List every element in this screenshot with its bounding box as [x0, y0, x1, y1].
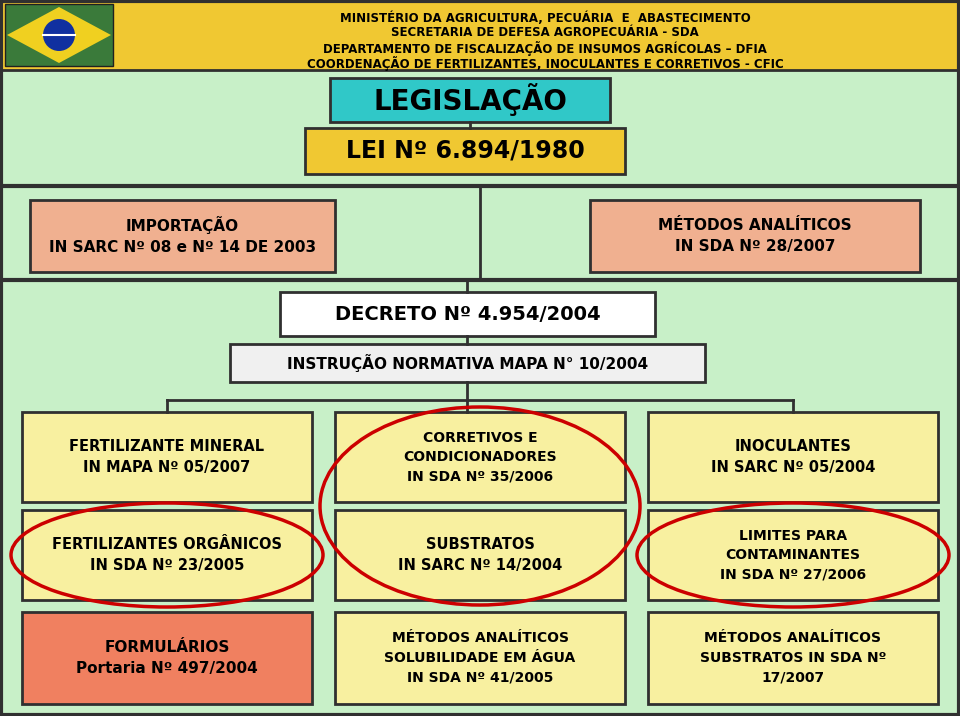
FancyBboxPatch shape [335, 510, 625, 600]
Text: DECRETO Nº 4.954/2004: DECRETO Nº 4.954/2004 [335, 304, 600, 324]
FancyBboxPatch shape [335, 612, 625, 704]
FancyBboxPatch shape [230, 344, 705, 382]
FancyBboxPatch shape [648, 412, 938, 502]
Text: LEI Nº 6.894/1980: LEI Nº 6.894/1980 [346, 139, 585, 163]
FancyBboxPatch shape [330, 78, 610, 122]
Text: DEPARTAMENTO DE FISCALIZAÇÃO DE INSUMOS AGRÍCOLAS – DFIA: DEPARTAMENTO DE FISCALIZAÇÃO DE INSUMOS … [324, 41, 767, 56]
Text: MÉTODOS ANALÍTICOS
SUBSTRATOS IN SDA Nº
17/2007: MÉTODOS ANALÍTICOS SUBSTRATOS IN SDA Nº … [700, 632, 886, 684]
Text: SECRETARIA DE DEFESA AGROPECUÁRIA - SDA: SECRETARIA DE DEFESA AGROPECUÁRIA - SDA [391, 26, 699, 39]
FancyBboxPatch shape [30, 200, 335, 272]
Text: LEGISLAÇÃO: LEGISLAÇÃO [373, 84, 567, 117]
FancyBboxPatch shape [648, 612, 938, 704]
Text: FERTILIZANTES ORGÂNICOS
IN SDA Nº 23/2005: FERTILIZANTES ORGÂNICOS IN SDA Nº 23/200… [52, 537, 282, 573]
FancyBboxPatch shape [590, 200, 920, 272]
Text: SUBSTRATOS
IN SARC Nº 14/2004: SUBSTRATOS IN SARC Nº 14/2004 [397, 537, 563, 573]
FancyBboxPatch shape [335, 412, 625, 502]
FancyBboxPatch shape [22, 510, 312, 600]
Text: MINISTÉRIO DA AGRICULTURA, PECUÁRIA  E  ABASTECIMENTO: MINISTÉRIO DA AGRICULTURA, PECUÁRIA E AB… [340, 11, 751, 24]
FancyBboxPatch shape [305, 128, 625, 174]
Circle shape [43, 19, 75, 51]
FancyBboxPatch shape [22, 412, 312, 502]
Polygon shape [7, 7, 111, 63]
FancyBboxPatch shape [280, 292, 655, 336]
Text: CORRETIVOS E
CONDICIONADORES
IN SDA Nº 35/2006: CORRETIVOS E CONDICIONADORES IN SDA Nº 3… [403, 430, 557, 483]
Text: MÉTODOS ANALÍTICOS
SOLUBILIDADE EM ÁGUA
IN SDA Nº 41/2005: MÉTODOS ANALÍTICOS SOLUBILIDADE EM ÁGUA … [384, 632, 576, 684]
Text: FERTILIZANTE MINERAL
IN MAPA Nº 05/2007: FERTILIZANTE MINERAL IN MAPA Nº 05/2007 [69, 439, 265, 475]
Text: INSTRUÇÃO NORMATIVA MAPA N° 10/2004: INSTRUÇÃO NORMATIVA MAPA N° 10/2004 [287, 354, 648, 372]
FancyBboxPatch shape [0, 0, 960, 70]
Text: LIMITES PARA
CONTAMINANTES
IN SDA Nº 27/2006: LIMITES PARA CONTAMINANTES IN SDA Nº 27/… [720, 528, 866, 581]
Text: FORMULÁRIOS
Portaria Nº 497/2004: FORMULÁRIOS Portaria Nº 497/2004 [76, 640, 258, 676]
Text: COORDENAÇÃO DE FERTILIZANTES, INOCULANTES E CORRETIVOS - CFIC: COORDENAÇÃO DE FERTILIZANTES, INOCULANTE… [306, 56, 783, 71]
Text: IMPORTAÇÃO
IN SARC Nº 08 e Nº 14 DE 2003: IMPORTAÇÃO IN SARC Nº 08 e Nº 14 DE 2003 [49, 216, 316, 256]
FancyBboxPatch shape [22, 612, 312, 704]
Text: INOCULANTES
IN SARC Nº 05/2004: INOCULANTES IN SARC Nº 05/2004 [710, 439, 876, 475]
Text: MÉTODOS ANALÍTICOS
IN SDA Nº 28/2007: MÉTODOS ANALÍTICOS IN SDA Nº 28/2007 [659, 218, 852, 254]
FancyBboxPatch shape [648, 510, 938, 600]
FancyBboxPatch shape [5, 4, 113, 66]
